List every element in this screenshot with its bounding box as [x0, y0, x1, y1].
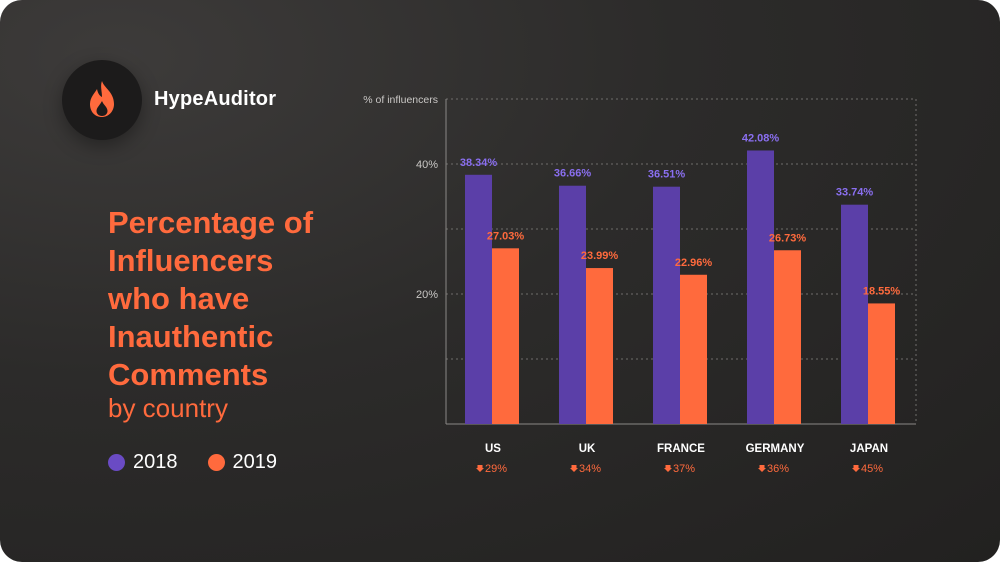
bar-2018 — [465, 174, 492, 424]
bar-2019 — [774, 250, 801, 424]
down-arrow-icon — [570, 465, 578, 472]
bar-2018 — [653, 186, 680, 424]
legend-swatch — [108, 454, 125, 471]
data-label: 36.51% — [648, 169, 686, 181]
change-label: 36% — [767, 463, 789, 475]
legend-item-2018: 2018 — [108, 451, 178, 474]
bar-2018 — [841, 204, 868, 424]
y-tick-label: 20% — [416, 289, 438, 301]
title-line: Percentage of — [108, 205, 314, 240]
legend-item-2019: 2019 — [207, 451, 278, 474]
title-line: who have — [108, 281, 250, 316]
x-tick-label: UK — [579, 443, 596, 455]
bar-2018 — [559, 185, 586, 424]
bar-2019 — [680, 274, 707, 424]
legend-label: 2019 — [232, 451, 278, 473]
bar-2019 — [868, 303, 895, 424]
title-line: Inauthentic — [108, 319, 274, 354]
chart-subtitle: by country — [108, 393, 228, 423]
legend-label: 2018 — [133, 451, 178, 473]
change-label: 37% — [673, 463, 695, 475]
title-line: Comments — [108, 357, 269, 392]
bar-2018 — [747, 150, 774, 425]
change-label: 29% — [485, 463, 507, 475]
down-arrow-icon — [664, 465, 672, 472]
down-arrow-icon — [852, 465, 860, 472]
data-label: 38.34% — [460, 157, 498, 169]
brand-name: HypeAuditor — [154, 88, 277, 110]
down-arrow-icon — [476, 465, 484, 472]
data-label: 33.74% — [836, 187, 874, 199]
logo-badge — [62, 60, 142, 140]
data-label: 36.66% — [554, 168, 592, 180]
x-tick-label: US — [485, 443, 501, 455]
down-arrow-icon — [758, 465, 766, 472]
change-label: 34% — [579, 463, 601, 475]
y-tick-label: 40% — [416, 159, 438, 171]
x-tick-label: FRANCE — [657, 443, 705, 455]
data-label: 27.03% — [487, 230, 525, 242]
chart-title: Percentage of Influencers who have Inaut… — [108, 204, 368, 424]
flame-icon — [90, 81, 114, 117]
data-label: 22.96% — [675, 257, 713, 269]
data-label: 18.55% — [863, 285, 901, 297]
legend-swatch — [207, 454, 225, 471]
data-label: 26.73% — [769, 232, 807, 244]
chart-legend: 2018 2019 — [108, 451, 307, 474]
bar-2019 — [492, 248, 519, 424]
x-tick-label: GERMANY — [746, 443, 805, 455]
bar-2019 — [586, 268, 613, 424]
data-label: 23.99% — [581, 250, 619, 262]
change-label: 45% — [861, 463, 883, 475]
x-tick-label: JAPAN — [850, 443, 888, 455]
title-line: Influencers — [108, 243, 274, 278]
data-label: 42.08% — [742, 132, 780, 144]
y-axis-label: % of influencers — [363, 94, 438, 106]
